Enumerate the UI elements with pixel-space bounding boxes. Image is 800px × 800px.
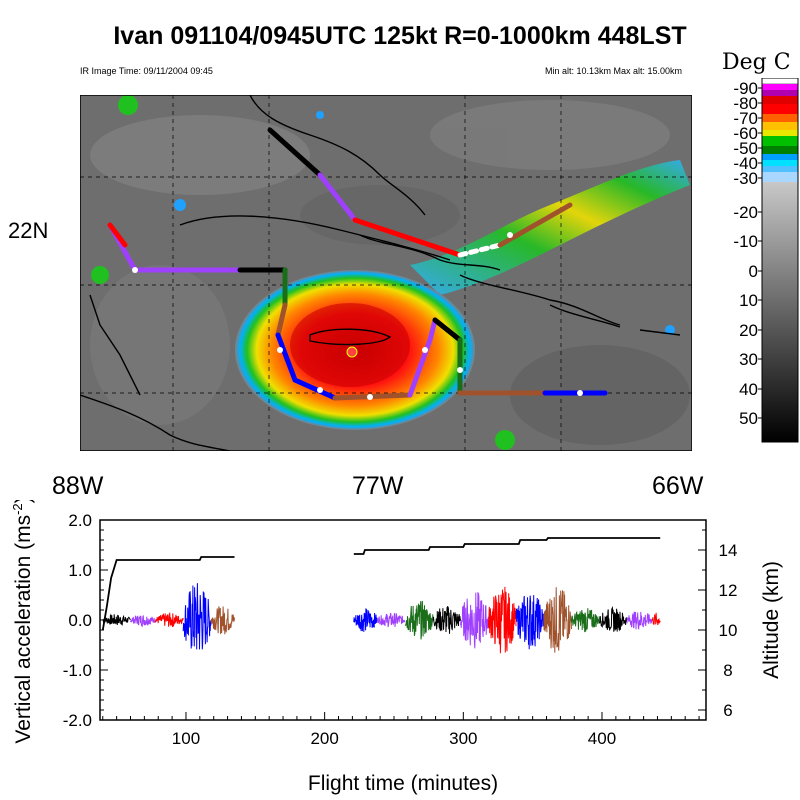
colorbar-label: 20 <box>739 321 758 340</box>
colorbar-label: 0 <box>749 262 758 281</box>
x-axis-label: Flight time (minutes) <box>308 772 498 795</box>
ir-time-label: IR Image Time: 09/11/2004 09:45 <box>80 66 213 76</box>
hurricane-eye <box>346 346 358 358</box>
altitude-range-label: Min alt: 10.13km Max alt: 15.00km <box>544 66 682 76</box>
x-tick-label: 400 <box>588 729 616 748</box>
colorbar-label: -30 <box>733 169 758 188</box>
acceleration-segment-blue <box>353 608 378 632</box>
y2-axis-label: Altitude (km) <box>760 561 783 679</box>
acceleration-segment-brown <box>210 606 235 635</box>
altitude-lines <box>101 537 661 631</box>
y2-tick-label: 8 <box>723 661 732 680</box>
flight-track <box>107 127 608 401</box>
colorbar-label: -70 <box>733 109 758 128</box>
lon-label-77w: 77W <box>352 472 404 500</box>
lat-label-22n: 22N <box>8 218 49 243</box>
colorbar: -90-80-70-60-50-40-30 -20 -10 0 10 20 30 40 50 <box>733 78 799 443</box>
x-tick-label: 200 <box>310 729 338 748</box>
y-tick-label: 0.0 <box>68 611 92 630</box>
colorbar-label: 40 <box>739 380 758 399</box>
colorbar-label: -20 <box>733 203 758 222</box>
colorbar-label: -10 <box>733 232 758 251</box>
colorbar-label: 10 <box>739 291 758 310</box>
y2-tick-label: 6 <box>723 701 732 720</box>
acceleration-segment-red <box>651 612 661 625</box>
colorbar-label: 50 <box>739 409 758 428</box>
y-tick-label: -2.0 <box>63 711 92 730</box>
acceleration-segment-purple <box>130 615 156 628</box>
y2-tick-label: 10 <box>719 621 738 640</box>
acceleration-segment-black <box>598 605 628 632</box>
cloud-band <box>410 160 690 295</box>
colorbar-label: 30 <box>739 350 758 369</box>
acceleration-segment-red <box>155 612 184 627</box>
coastlines <box>80 95 681 451</box>
convection-cells <box>91 95 675 450</box>
acceleration-segment-blue <box>182 583 212 650</box>
figure-title: Ivan 091104/0945UTC 125kt R=0-1000km 448… <box>113 22 687 50</box>
acceleration-altitude-chart: 100 200 300 400 2.01.00.0-1.0-2.0 68101214 … <box>10 500 783 795</box>
colorbar-label: -90 <box>733 79 758 98</box>
x-tick-label: 300 <box>449 729 477 748</box>
acceleration-segment-brown <box>543 587 572 653</box>
dropsonde-markers <box>132 232 583 400</box>
y-tick-label: 1.0 <box>68 561 92 580</box>
lon-label-88w: 88W <box>52 472 104 500</box>
altitude-line-2 <box>353 537 661 555</box>
colorbar-label: -60 <box>733 124 758 143</box>
acceleration-segment-purple <box>376 612 406 628</box>
acceleration-segment-green <box>404 600 434 640</box>
y2-tick-label: 12 <box>719 581 738 600</box>
colorbar-label: -40 <box>733 154 758 173</box>
acceleration-segment-purple <box>626 611 653 630</box>
altitude-line-1 <box>101 556 235 631</box>
colorbar-title: Deg C <box>722 50 791 75</box>
acceleration-segment-red <box>487 586 517 654</box>
acceleration-segment-black <box>432 605 461 634</box>
colorbar-label: -50 <box>733 139 758 158</box>
acceleration-segment-green <box>571 608 600 633</box>
y-tick-label: -1.0 <box>63 661 92 680</box>
acceleration-segment-black <box>102 613 131 626</box>
y-axis-label: Vertical acceleration (ms-2) <box>10 500 35 744</box>
acceleration-segment-blue <box>515 595 545 650</box>
x-tick-label: 100 <box>172 729 200 748</box>
acceleration-segment-purple <box>460 592 489 649</box>
colorbar-label: -80 <box>733 94 758 113</box>
lon-label-66w: 66W <box>652 472 704 500</box>
ir-map <box>80 95 692 451</box>
y-tick-label: 2.0 <box>68 511 92 530</box>
y2-tick-label: 14 <box>719 541 738 560</box>
acceleration-traces <box>102 583 661 654</box>
